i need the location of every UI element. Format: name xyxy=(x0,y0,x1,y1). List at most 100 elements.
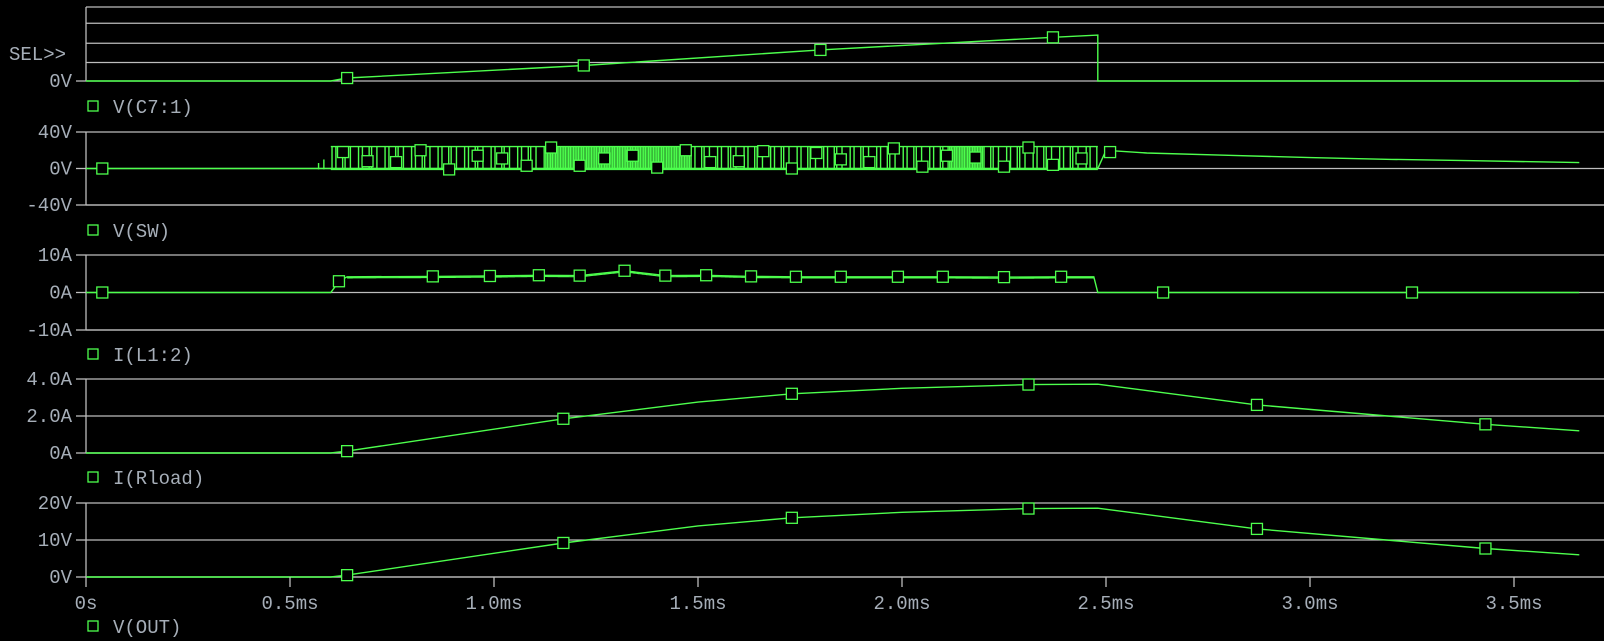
data-marker xyxy=(426,270,439,283)
y-tick-label: 10V xyxy=(38,530,73,552)
data-marker xyxy=(916,160,929,173)
y-tick-label: -10A xyxy=(26,320,72,342)
y-tick-label: 4.0A xyxy=(26,369,72,391)
data-marker xyxy=(1250,398,1264,412)
data-marker xyxy=(471,149,484,162)
data-marker xyxy=(1075,152,1088,165)
data-marker xyxy=(361,155,374,168)
data-marker xyxy=(789,270,803,283)
data-marker xyxy=(997,270,1011,284)
x-tick-label: 1.0ms xyxy=(465,593,522,615)
data-marker xyxy=(744,270,758,283)
legend-trace-name[interactable]: V(OUT) xyxy=(113,617,181,639)
data-marker xyxy=(340,444,354,458)
data-marker xyxy=(936,270,949,283)
legend-marker-icon xyxy=(87,620,99,632)
data-marker xyxy=(557,412,570,425)
data-marker xyxy=(704,155,717,169)
data-marker xyxy=(442,163,456,176)
trace-I(L1:2) xyxy=(86,270,1580,294)
y-tick-label: -40V xyxy=(26,195,72,217)
data-marker xyxy=(1022,141,1035,154)
data-marker xyxy=(1479,542,1492,555)
legend-trace-name[interactable]: I(L1:2) xyxy=(113,345,193,367)
data-marker xyxy=(1103,145,1117,159)
data-marker xyxy=(340,569,354,582)
x-tick-label: 3.5ms xyxy=(1485,593,1542,615)
legend-marker-icon xyxy=(87,348,99,360)
data-marker xyxy=(336,145,350,159)
data-marker xyxy=(573,269,586,282)
trace-V(C7:1) xyxy=(86,34,1580,82)
legend-marker-icon xyxy=(87,224,99,236)
data-marker xyxy=(814,43,827,57)
data-marker xyxy=(1022,502,1035,515)
data-marker xyxy=(891,270,905,283)
x-tick-label: 0.5ms xyxy=(261,593,318,615)
y-tick-label: 0V xyxy=(49,567,72,589)
data-marker xyxy=(626,149,639,162)
x-tick-label: 2.0ms xyxy=(873,593,930,615)
legend-trace-name[interactable]: I(Rload) xyxy=(113,468,204,490)
data-marker xyxy=(785,387,798,400)
data-marker xyxy=(598,152,611,165)
data-marker xyxy=(96,162,109,175)
data-marker xyxy=(544,141,558,154)
data-marker xyxy=(414,144,427,157)
data-marker xyxy=(532,269,546,282)
data-marker xyxy=(1046,158,1060,172)
y-tick-label: 2.0A xyxy=(26,406,72,428)
trace-I(Rload) xyxy=(86,383,1580,454)
data-marker xyxy=(810,146,823,160)
trace-V(SW) xyxy=(86,149,1580,170)
data-marker xyxy=(997,160,1011,173)
data-marker xyxy=(520,159,533,172)
data-marker xyxy=(679,144,692,157)
data-marker xyxy=(659,269,672,282)
data-marker xyxy=(96,286,109,299)
data-marker xyxy=(732,155,745,168)
data-marker xyxy=(969,151,982,164)
y-tick-label: 40V xyxy=(38,122,73,144)
data-marker xyxy=(1022,378,1035,391)
data-marker xyxy=(332,275,346,288)
selector-label: SEL>> xyxy=(9,44,67,66)
data-marker xyxy=(757,145,770,158)
data-marker xyxy=(887,142,900,155)
data-marker xyxy=(1250,522,1264,536)
data-marker xyxy=(1054,270,1068,283)
data-marker xyxy=(1156,286,1170,299)
y-tick-label: 0A xyxy=(49,283,72,305)
y-tick-label: 0V xyxy=(49,71,72,93)
x-tick-label: 1.5ms xyxy=(669,593,726,615)
data-marker xyxy=(700,269,713,282)
x-tick-label: 3.0ms xyxy=(1281,593,1338,615)
ripple xyxy=(347,271,1094,279)
legend-marker-icon xyxy=(87,471,99,483)
data-marker xyxy=(1405,286,1419,299)
legend-trace-name[interactable]: V(C7:1) xyxy=(113,97,193,119)
data-marker xyxy=(557,536,570,550)
data-marker xyxy=(1479,418,1492,431)
data-marker xyxy=(863,155,876,169)
data-marker xyxy=(483,269,497,283)
trace-V(OUT) xyxy=(86,507,1580,578)
data-marker xyxy=(1046,31,1060,44)
data-marker xyxy=(834,270,847,283)
data-marker xyxy=(834,153,847,166)
y-tick-label: 10A xyxy=(38,245,73,267)
y-tick-label: 0A xyxy=(49,443,72,465)
data-marker xyxy=(651,161,664,174)
data-marker xyxy=(940,149,954,162)
data-marker xyxy=(573,159,586,172)
legend-trace-name[interactable]: V(SW) xyxy=(113,221,170,243)
data-marker xyxy=(496,152,509,165)
data-marker xyxy=(785,511,798,524)
data-marker xyxy=(389,155,403,169)
x-tick-label: 0s xyxy=(75,593,98,615)
data-marker xyxy=(577,59,590,72)
y-tick-label: 0V xyxy=(49,159,72,181)
data-marker xyxy=(340,71,354,85)
y-tick-label: 20V xyxy=(38,493,73,515)
